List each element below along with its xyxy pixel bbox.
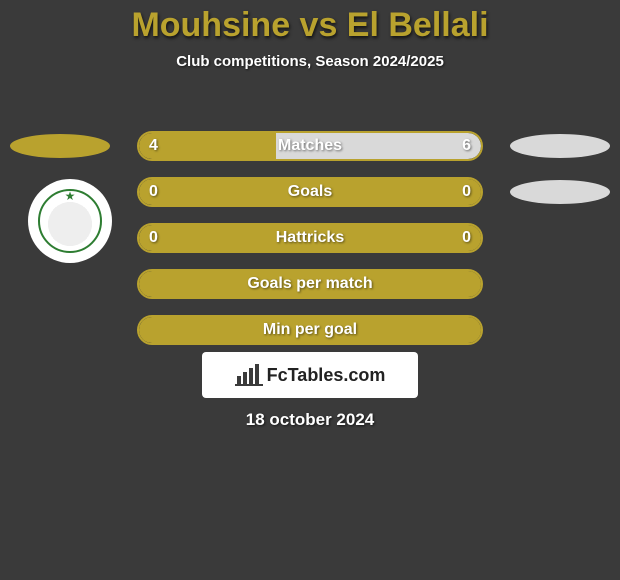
stat-row: Min per goal — [0, 307, 620, 353]
stat-bar: Matches4 6 — [137, 131, 483, 161]
club-badge-left-inner: ★ — [38, 189, 102, 253]
stat-bar: Min per goal — [137, 315, 483, 345]
page-subtitle: Club competitions, Season 2024/2025 — [0, 53, 620, 70]
stat-value-right: 0 — [462, 183, 471, 201]
stat-value-left: 0 — [149, 229, 158, 247]
logo-text: FcTables.com — [267, 365, 386, 386]
star-icon: ★ — [65, 189, 76, 203]
stat-bar: Hattricks0 0 — [137, 223, 483, 253]
club-badge-left: ★ — [28, 179, 112, 263]
stat-value-right: 6 — [462, 137, 471, 155]
stat-label: Min per goal — [139, 321, 481, 339]
stat-value-left: 0 — [149, 183, 158, 201]
stat-row: Matches4 6 — [0, 123, 620, 169]
title-text: Mouhsine vs El Bellali — [131, 6, 488, 44]
stat-value-left: 4 — [149, 137, 158, 155]
date-text: 18 october 2024 — [0, 410, 620, 430]
player-left-marker — [10, 134, 110, 158]
player-right-marker — [510, 180, 610, 204]
bar-chart-icon — [235, 364, 263, 386]
stat-label: Hattricks — [139, 229, 481, 247]
stat-value-right: 0 — [462, 229, 471, 247]
stat-row: Goals per match — [0, 261, 620, 307]
fctables-logo[interactable]: FcTables.com — [202, 352, 418, 398]
stat-label: Goals — [139, 183, 481, 201]
player-right-marker — [510, 134, 610, 158]
stat-label: Matches — [139, 137, 481, 155]
stat-bar: Goals0 0 — [137, 177, 483, 207]
stat-label: Goals per match — [139, 275, 481, 293]
stat-bar: Goals per match — [137, 269, 483, 299]
page-title: Mouhsine vs El Bellali — [0, 0, 620, 45]
